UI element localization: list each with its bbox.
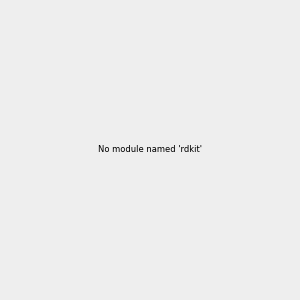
Text: No module named 'rdkit': No module named 'rdkit' — [98, 146, 202, 154]
